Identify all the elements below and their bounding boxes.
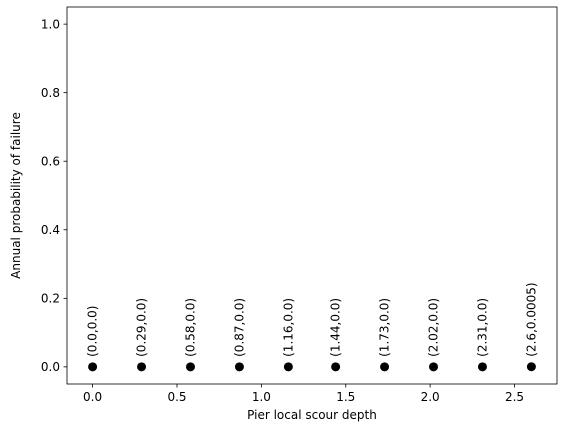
data-point-label: (1.16,0.0) [281,298,295,357]
y-axis-ticks: 0.0 0.2 0.4 0.6 0.8 1.0 [41,17,67,374]
data-point-label: (0.29,0.0) [135,298,149,357]
y-tick-label: 1.0 [41,17,60,31]
data-point-label: (2.6,0.0005) [524,282,538,356]
x-tick-label: 1.0 [252,390,271,404]
x-tick-label: 1.5 [336,390,355,404]
data-point-label: (0.58,0.0) [183,298,197,357]
data-point [137,362,147,372]
data-point [88,362,98,372]
data-labels: (0.0,0.0) (0.29,0.0) (0.58,0.0) (0.87,0.0) (… [86,282,539,356]
data-point [526,362,536,372]
data-point [234,362,244,372]
y-tick-label: 0.4 [41,223,60,237]
y-tick-label: 0.6 [41,155,60,169]
data-point [380,362,390,372]
data-point [283,362,293,372]
data-point [331,362,341,372]
data-point-label: (0.87,0.0) [232,298,246,357]
data-point-label: (1.44,0.0) [329,298,343,357]
data-point-label: (2.02,0.0) [427,298,441,357]
data-point [429,362,439,372]
plot-area-frame [66,6,558,385]
y-tick-label: 0.2 [41,292,60,306]
y-axis-label: Annual probability of failure [9,112,23,279]
y-tick-label: 0.0 [41,360,60,374]
x-axis-label: Pier local scour depth [247,408,377,422]
data-point-label: (2.31,0.0) [475,298,489,357]
data-point [185,362,195,372]
data-point [477,362,487,372]
data-point-label: (0.0,0.0) [86,306,100,357]
x-tick-label: 0.0 [83,390,102,404]
x-tick-label: 2.0 [421,390,440,404]
x-tick-label: 0.5 [167,390,186,404]
x-axis-ticks: 0.0 0.5 1.0 1.5 2.0 2.5 [83,384,524,404]
x-tick-label: 2.5 [505,390,524,404]
y-tick-label: 0.8 [41,86,60,100]
data-point-label: (1.73,0.0) [378,298,392,357]
data-points [88,362,536,372]
